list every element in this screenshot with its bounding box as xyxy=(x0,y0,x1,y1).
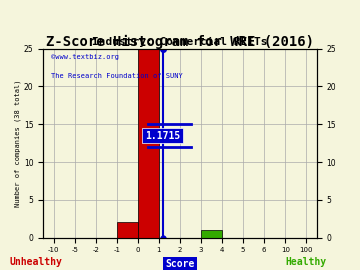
Title: Z-Score Histogram for WRE (2016): Z-Score Histogram for WRE (2016) xyxy=(46,35,314,49)
Text: Industry: Commercial REITs: Industry: Commercial REITs xyxy=(92,37,268,47)
Y-axis label: Number of companies (38 total): Number of companies (38 total) xyxy=(14,79,21,207)
Bar xyxy=(117,222,138,238)
Bar xyxy=(201,230,222,238)
Bar xyxy=(138,49,159,238)
Text: Healthy: Healthy xyxy=(285,257,327,267)
Text: The Research Foundation of SUNY: The Research Foundation of SUNY xyxy=(51,73,183,79)
Text: Unhealthy: Unhealthy xyxy=(10,257,62,267)
Text: 1.1715: 1.1715 xyxy=(145,130,180,141)
Text: ©www.textbiz.org: ©www.textbiz.org xyxy=(51,54,120,60)
Text: Score: Score xyxy=(165,259,195,269)
